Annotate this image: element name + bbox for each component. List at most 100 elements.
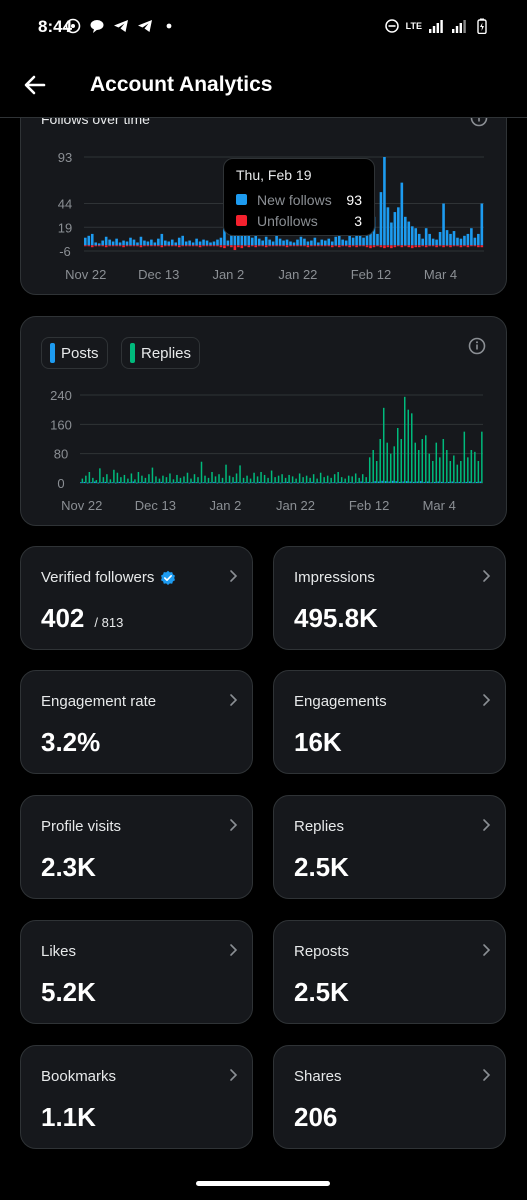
metric-reposts[interactable]: Reposts 2.5K <box>273 920 506 1024</box>
bar-posts <box>402 481 404 483</box>
x-tick-label: Nov 22 <box>61 498 102 513</box>
bar-posts <box>342 482 345 484</box>
metric-value: 402 / 813 <box>41 603 123 634</box>
metric-likes[interactable]: Likes 5.2K <box>20 920 253 1024</box>
bar-replies <box>274 477 276 483</box>
bar-posts <box>384 481 387 483</box>
bar-unfollows <box>230 245 233 248</box>
bar-unfollows <box>195 245 198 247</box>
metric-impressions[interactable]: Impressions 495.8K <box>273 546 506 650</box>
bar-new-follows <box>344 240 348 246</box>
bar-new-follows <box>424 228 428 246</box>
follows-chart[interactable]: 93 44 19 -6 Nov 22 Dec 13 Jan 2 Jan 22 Feb 12 Mar… <box>21 101 507 295</box>
bar-new-follows <box>473 237 477 246</box>
bar-new-follows <box>104 236 108 246</box>
bar-replies <box>432 461 434 483</box>
bar-new-follows <box>362 237 365 246</box>
bar-unfollows <box>257 245 261 247</box>
bar-replies <box>463 431 466 483</box>
bar-posts <box>374 481 376 483</box>
bar-unfollows <box>146 245 150 247</box>
bar-posts <box>318 482 320 484</box>
bar-posts <box>468 481 471 483</box>
tooltip-row-new-follows: New follows 93 <box>236 189 362 210</box>
bar-unfollows <box>306 245 310 248</box>
posts-replies-chart-card[interactable]: Posts Replies 240 160 80 0 Nov 22 Dec 13 Jan 2… <box>20 316 507 526</box>
bar-posts <box>223 482 226 484</box>
bar-unfollows <box>438 245 442 247</box>
bar-new-follows <box>341 239 344 246</box>
bar-posts <box>346 482 348 484</box>
bar-posts <box>286 481 289 483</box>
chat-icon <box>88 17 106 35</box>
y-tick-label: 240 <box>50 388 72 403</box>
bar-replies <box>85 475 87 483</box>
bar-posts <box>202 482 205 484</box>
bar-new-follows <box>90 233 94 246</box>
bar-unfollows <box>351 245 355 247</box>
bar-unfollows <box>477 245 480 248</box>
bar-unfollows <box>139 245 143 248</box>
header-divider <box>0 117 527 118</box>
bar-unfollows <box>341 245 344 247</box>
bar-new-follows <box>400 182 404 246</box>
bar-posts <box>188 482 191 484</box>
bar-unfollows <box>226 245 230 247</box>
bar-unfollows <box>254 245 258 248</box>
metric-engagements[interactable]: Engagements 16K <box>273 670 506 774</box>
bar-new-follows <box>480 203 484 246</box>
bar-replies <box>393 446 395 483</box>
bar-posts <box>276 482 278 484</box>
bar-posts <box>335 482 338 484</box>
bar-posts <box>430 482 432 484</box>
bar-new-follows <box>278 238 282 246</box>
bar-new-follows <box>160 233 164 246</box>
chevron-right-icon <box>230 944 238 956</box>
metric-verified-followers[interactable]: Verified followers 402 / 813 <box>20 546 253 650</box>
chevron-right-icon <box>230 694 238 706</box>
metric-label: Reposts <box>294 943 350 960</box>
legend-posts[interactable]: Posts <box>41 337 108 369</box>
metric-replies[interactable]: Replies 2.5K <box>273 795 506 899</box>
bar-unfollows <box>278 245 282 247</box>
metric-profile-visits[interactable]: Profile visits 2.3K <box>20 795 253 899</box>
legend-replies[interactable]: Replies <box>121 337 201 369</box>
bar-posts <box>153 482 156 484</box>
bar-posts <box>356 482 359 484</box>
bar-new-follows <box>390 222 393 246</box>
follows-chart-card[interactable]: Follows over time 93 44 19 -6 Nov 22 Dec 13 Ja… <box>20 100 507 295</box>
bar-posts <box>398 481 401 483</box>
chevron-right-icon <box>230 570 238 582</box>
bar-unfollows <box>212 245 216 247</box>
bar-unfollows <box>365 245 369 248</box>
bar-new-follows <box>87 235 91 246</box>
info-icon[interactable] <box>468 337 486 355</box>
bar-posts <box>360 481 362 483</box>
chevron-right-icon <box>230 819 238 831</box>
bar-replies <box>176 474 178 483</box>
metric-label: Verified followers <box>41 569 176 586</box>
metric-engagement-rate[interactable]: Engagement rate 3.2% <box>20 670 253 774</box>
posts-replies-chart[interactable]: 240 160 80 0 Nov 22 Dec 13 Jan 2 Jan 22 Feb 12 Ma… <box>21 317 507 526</box>
bar-new-follows <box>157 238 160 246</box>
metric-label: Profile visits <box>41 818 122 835</box>
bar-replies <box>481 431 483 483</box>
back-button[interactable] <box>22 72 48 98</box>
bar-new-follows <box>459 238 463 246</box>
bar-unfollows <box>111 245 115 247</box>
bar-new-follows <box>470 228 473 246</box>
x-tick-label: Mar 4 <box>424 267 457 282</box>
metric-bookmarks[interactable]: Bookmarks 1.1K <box>20 1045 253 1149</box>
bar-new-follows <box>146 241 150 246</box>
home-indicator[interactable] <box>196 1181 330 1186</box>
bar-replies <box>368 457 371 483</box>
bar-replies <box>446 450 448 483</box>
metric-shares[interactable]: Shares 206 <box>273 1045 506 1149</box>
bar-unfollows <box>289 245 292 247</box>
bar-replies <box>221 477 224 483</box>
bar-posts <box>143 481 145 483</box>
bar-posts <box>230 482 233 484</box>
bar-unfollows <box>348 245 351 248</box>
bar-new-follows <box>351 237 355 246</box>
bar-new-follows <box>414 228 418 246</box>
